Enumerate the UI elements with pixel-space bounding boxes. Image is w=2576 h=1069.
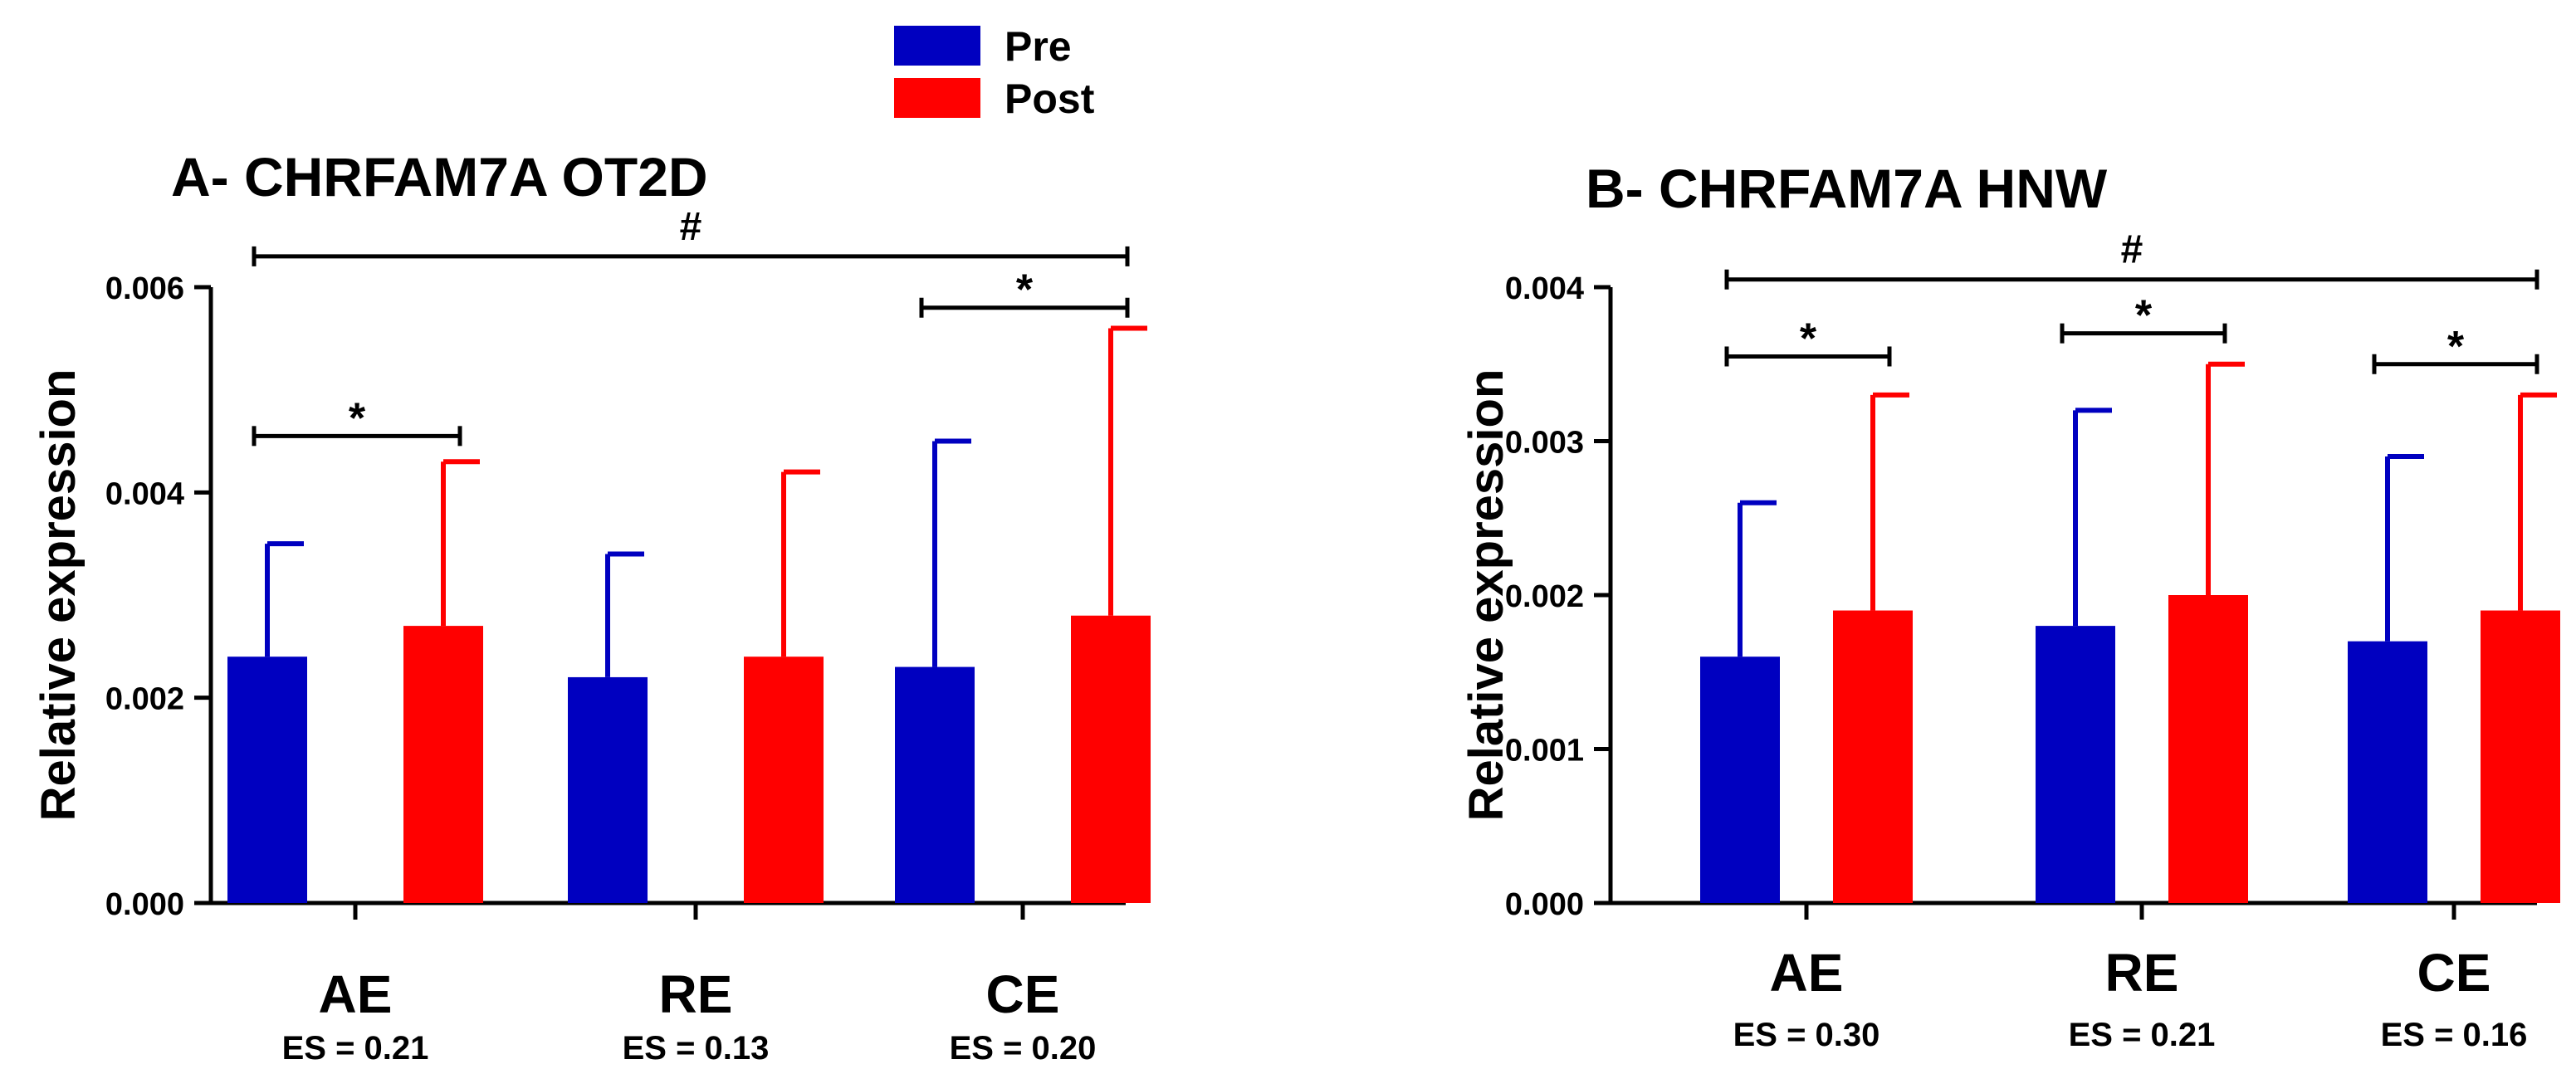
significance-marker: * [1016,266,1034,315]
y-tick-label: 0.006 [105,271,184,306]
significance-marker: # [2121,228,2143,272]
significance-marker: * [349,394,366,442]
y-tick-label: 0.000 [1505,887,1584,922]
bar-post-ae [403,626,483,903]
y-axis-title: Relative expression [32,369,86,822]
significance-marker: * [2447,323,2465,371]
bar-pre-ce [895,666,975,903]
y-tick-label: 0.001 [1505,734,1584,769]
y-tick-label: 0.003 [1505,426,1584,461]
bar-post-re [744,657,824,903]
category-label-ae: AE [319,964,393,1024]
bar-post-ce [2481,610,2560,903]
category-label-re: RE [2105,943,2179,1003]
effect-size-label-ae: ES = 0.21 [282,1030,429,1065]
category-label-ce: CE [986,964,1060,1024]
bar-pre-ae [227,657,307,903]
category-label-re: RE [659,964,733,1024]
effect-size-label-ce: ES = 0.16 [2381,1017,2528,1053]
category-label-ae: AE [1770,943,1844,1003]
effect-size-label-ce: ES = 0.20 [950,1030,1097,1065]
significance-marker: * [2135,292,2153,340]
chart-title: B- CHRFAM7A HNW [1586,158,2108,219]
chart-panel-b: B- CHRFAM7A HNW Relative expression 0.000 0… [1459,158,2560,1053]
bar-pre-re [2036,626,2115,903]
significance-marker: # [680,205,702,249]
legend-swatch-pre [894,26,980,66]
significance-marker: * [1800,315,1817,363]
effect-size-label-ae: ES = 0.30 [1733,1017,1880,1053]
y-tick-label: 0.002 [1505,579,1584,614]
y-tick-label: 0.004 [105,476,184,511]
y-tick-label: 0.004 [1505,271,1584,306]
effect-size-label-re: ES = 0.21 [2069,1017,2216,1053]
legend-swatch-post [894,78,980,118]
legend-label-post: Post [1004,76,1095,122]
bar-post-ae [1833,610,1913,903]
legend-label-pre: Pre [1004,23,1072,70]
legend: Pre Post [894,23,1095,122]
bar-post-re [2168,595,2248,903]
bar-pre-re [568,676,648,903]
effect-size-label-re: ES = 0.13 [623,1030,770,1065]
chart-panel-a: A- CHRFAM7A OT2D Relative expression 0.000… [32,146,1151,1067]
chart-plot-area: B- CHRFAM7A HNW Relative expression 0.000 0… [1459,158,2560,1053]
bar-pre-ae [1700,657,1780,903]
y-tick-label: 0.000 [105,887,184,922]
y-tick-label: 0.002 [105,682,184,717]
chart-title: A- CHRFAM7A OT2D [171,146,708,207]
bar-post-ce [1071,615,1151,903]
y-axis-title: Relative expression [1459,369,1513,822]
bar-pre-ce [2348,641,2427,903]
chart-plot-area: A- CHRFAM7A OT2D Relative expression 0.000… [32,146,1151,1067]
category-label-ce: CE [2417,943,2491,1003]
